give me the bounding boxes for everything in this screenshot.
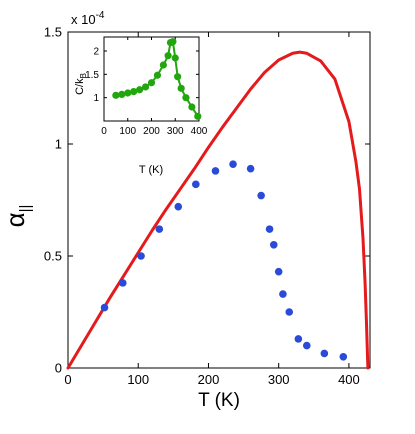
inset-data-point: [159, 61, 167, 69]
main-y-tick-label: 1.5: [44, 25, 62, 40]
inset-data-point: [182, 94, 190, 102]
inset-data-point: [153, 71, 162, 79]
main-data-point: [118, 279, 127, 287]
inset-data-point: [112, 91, 120, 99]
inset-y-axis-label: C/kB: [74, 73, 88, 95]
main-scatter-series: [100, 160, 348, 361]
inset-x-tick-label: 0: [101, 126, 107, 137]
main-data-point: [320, 349, 329, 358]
inset-data-point: [118, 90, 126, 98]
inset-x-axis-label: T (K): [139, 164, 163, 176]
main-x-tick-label: 0: [64, 372, 71, 387]
main-line-series: [66, 50, 370, 370]
main-x-axis-label: T (K): [198, 390, 240, 411]
inset-marker-series: [112, 38, 202, 120]
inset-data-point: [171, 54, 179, 62]
main-data-point: [302, 341, 311, 350]
main-x-tick-label: 400: [338, 372, 360, 387]
main-x-tick-label: 100: [127, 372, 149, 387]
main-data-point: [155, 225, 164, 233]
inset-data-point: [141, 83, 150, 91]
main-y-axis-label: α||: [0, 205, 34, 228]
inset-x-tick-label: 400: [191, 126, 208, 137]
main-data-point: [174, 202, 183, 211]
main-y-tick-label: 0.5: [44, 249, 62, 264]
main-x-tick-label: 200: [198, 372, 220, 387]
main-data-point: [265, 225, 274, 233]
inset-ticks: 0 100 200 300 400 1 1.5 2: [85, 37, 208, 137]
main-plot: 0 100 200 300 400 0 0.5 1 1.5 T (K) α|| x 10-4: [0, 10, 371, 411]
main-data-point: [274, 267, 283, 276]
inset-data-point: [174, 73, 182, 81]
main-data-point: [211, 167, 220, 175]
main-data-point: [339, 353, 348, 361]
inset-x-tick-label: 300: [167, 126, 184, 137]
inset-data-point: [177, 84, 185, 92]
main-plot-frame: [67, 31, 371, 369]
inset-y-axis-label-main: C/k: [74, 78, 86, 95]
main-series-line: [66, 50, 370, 370]
main-y-tick-label: 1: [55, 137, 62, 152]
inset-data-point: [136, 86, 144, 94]
inset-y-axis-label-subscript: B: [79, 73, 88, 78]
main-data-point: [100, 303, 109, 312]
inset-plot: 0 100 200 300 400 1 1.5 2 T (K) C/kB: [74, 36, 208, 176]
main-ticks: 0 100 200 300 400 0 0.5 1 1.5: [44, 25, 370, 387]
y-multiplier-base: x 10: [71, 12, 96, 27]
inset-data-point: [124, 89, 132, 97]
inset-data-point: [169, 38, 177, 46]
main-data-point: [246, 164, 255, 173]
inset-data-point: [194, 112, 202, 120]
main-data-point: [285, 308, 294, 316]
main-y-axis-label-subscript: ||: [17, 205, 34, 213]
main-data-point: [229, 160, 237, 168]
inset-y-tick-label: 2: [93, 47, 99, 58]
y-multiplier-exponent: -4: [96, 10, 105, 21]
main-data-point: [294, 335, 303, 343]
y-multiplier-label: x 10-4: [71, 10, 105, 27]
main-data-point: [137, 252, 145, 260]
inset-data-point: [130, 88, 138, 96]
inset-y-tick-label: 1: [93, 93, 99, 104]
main-data-point: [192, 180, 200, 189]
main-data-point: [279, 290, 287, 298]
inset-y-tick-label: 1.5: [85, 70, 99, 81]
main-data-point: [257, 191, 265, 200]
inset-x-tick-label: 200: [143, 126, 160, 137]
inset-x-tick-label: 100: [119, 126, 136, 137]
main-y-axis-label-main: α: [0, 212, 30, 227]
inset-data-point: [188, 103, 196, 111]
main-data-point: [269, 241, 278, 249]
main-y-tick-label: 0: [55, 361, 62, 376]
inset-data-point: [164, 52, 172, 60]
inset-data-point: [147, 79, 156, 87]
inset-background: [104, 37, 199, 121]
main-x-tick-label: 300: [268, 372, 290, 387]
